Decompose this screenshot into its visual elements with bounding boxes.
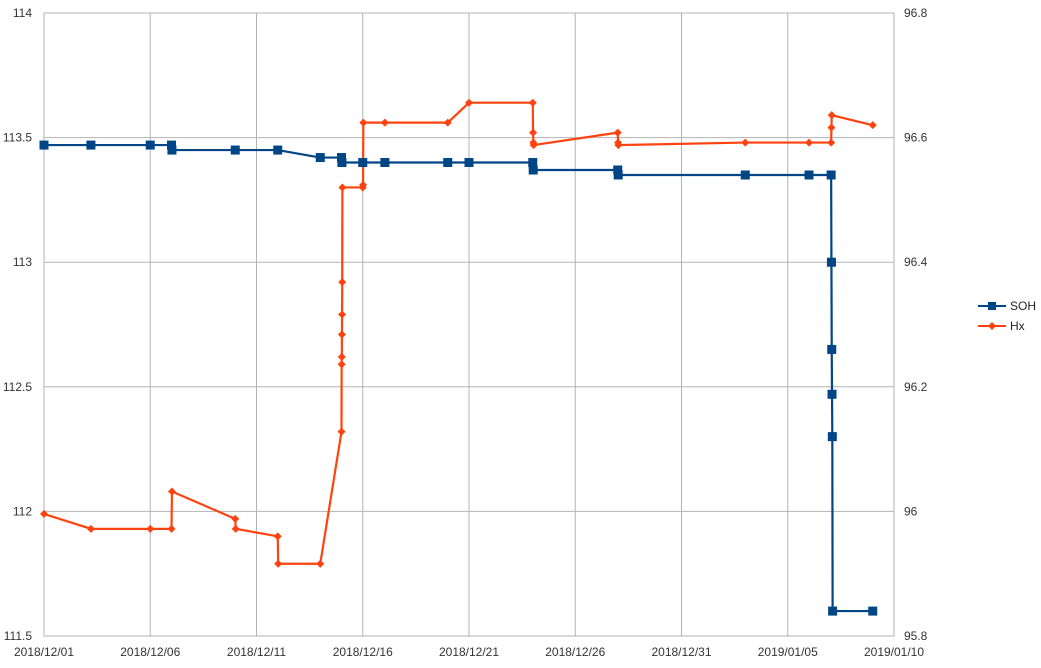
soh-point-5 (230, 145, 240, 155)
hx-point-6 (231, 524, 240, 533)
hx-point-13 (337, 330, 346, 339)
soh-point-8 (337, 153, 346, 163)
hx-point-10 (337, 427, 346, 436)
soh-point-25 (828, 606, 838, 616)
x-tick-label-1: 2018/12/06 (120, 645, 180, 659)
left-y-axis-tick-labels: 111.5 112 112.5 113 113.5 114 (3, 6, 32, 643)
left-y-tick-label-4: 113.5 (3, 131, 32, 145)
hx-point-5 (231, 514, 240, 523)
legend-label-soh: SOH (1010, 299, 1036, 313)
x-tick-label-3: 2018/12/16 (333, 645, 393, 659)
soh-point-16 (613, 165, 623, 175)
soh-point-4 (167, 145, 177, 155)
left-y-tick-label-0: 111.5 (4, 629, 33, 643)
soh-point-18 (740, 170, 750, 180)
soh-point-10 (358, 158, 368, 168)
right-y-axis-tick-labels: 95.8 96 96.2 96.4 96.6 96.8 (904, 6, 928, 643)
series-hx (40, 98, 877, 568)
hx-point-12 (337, 352, 346, 361)
soh-point-12 (443, 158, 453, 168)
soh-point-1 (86, 140, 96, 150)
series-soh (39, 140, 878, 616)
hx-point-7 (273, 532, 282, 541)
soh-point-0 (39, 140, 49, 150)
x-tick-label-0: 2018/12/01 (14, 645, 74, 659)
x-tick-label-6: 2018/12/31 (651, 645, 711, 659)
x-tick-label-2: 2018/12/11 (227, 645, 286, 659)
soh-point-14 (528, 158, 538, 168)
right-y-tick-label-0: 95.8 (904, 629, 928, 643)
hx-point-4 (167, 487, 176, 496)
hx-point-22 (465, 98, 473, 107)
soh-point-24 (827, 432, 837, 442)
soh-point-17 (613, 170, 623, 180)
hx-point-8 (274, 559, 283, 568)
x-tick-label-5: 2018/12/26 (545, 645, 605, 659)
soh-point-13 (464, 158, 474, 168)
hx-point-23 (528, 98, 537, 107)
legend-label-hx: Hx (1010, 319, 1025, 333)
hx-point-3 (167, 524, 176, 533)
right-y-tick-label-5: 96.8 (904, 6, 928, 20)
x-tick-label-8: 2019/01/10 (864, 645, 924, 659)
left-y-tick-label-1: 112 (13, 504, 32, 518)
x-tick-label-7: 2019/01/05 (758, 645, 818, 659)
hx-point-21 (443, 118, 452, 127)
soh-point-11 (380, 158, 390, 168)
legend: SOH Hx (978, 299, 1036, 333)
soh-point-3 (167, 140, 176, 150)
soh-point-9 (337, 158, 347, 168)
legend-swatch-marker-hx (988, 322, 996, 330)
right-y-tick-label-3: 96.4 (904, 255, 928, 269)
left-y-tick-label-5: 114 (13, 6, 32, 20)
hx-point-20 (380, 118, 389, 127)
series-layer (39, 98, 878, 616)
legend-item-soh: SOH (978, 299, 1036, 313)
hx-point-34 (827, 111, 836, 120)
hx-point-15 (338, 278, 347, 287)
hx-point-35 (868, 121, 877, 130)
hx-point-33 (827, 123, 836, 132)
hx-point-19 (359, 118, 368, 127)
right-y-tick-label-2: 96.2 (904, 380, 928, 394)
soh-point-15 (528, 165, 538, 175)
left-y-tick-label-2: 112.5 (3, 380, 32, 394)
gridlines (43, 12, 895, 637)
soh-point-7 (315, 153, 325, 163)
hx-point-11 (337, 360, 346, 369)
hx-point-31 (805, 138, 813, 147)
hx-point-26 (529, 141, 538, 150)
hx-point-1 (86, 524, 95, 533)
hx-point-30 (741, 138, 750, 147)
hx-point-18 (359, 180, 368, 189)
hx-point-2 (146, 524, 155, 533)
right-y-tick-label-4: 96.6 (904, 131, 928, 145)
legend-item-hx: Hx (978, 319, 1025, 333)
hx-point-24 (529, 128, 538, 137)
x-tick-label-4: 2018/12/21 (439, 645, 499, 659)
soh-point-19 (804, 170, 814, 180)
hx-point-9 (316, 559, 325, 568)
legend-swatch-marker-soh (988, 302, 996, 310)
soh-point-26 (868, 606, 878, 616)
hx-point-32 (827, 138, 836, 147)
left-y-tick-label-3: 113 (13, 255, 32, 269)
soh-point-23 (827, 389, 837, 399)
hx-point-29 (614, 141, 623, 150)
hx-point-16 (338, 183, 347, 192)
right-y-tick-label-1: 96 (904, 504, 918, 518)
x-axis-tick-labels: 2018/12/01 2018/12/06 2018/12/11 2018/12/16… (14, 645, 924, 659)
soh-point-21 (826, 257, 836, 267)
hx-point-0 (40, 509, 48, 518)
hx-point-14 (338, 310, 347, 319)
hx-point-27 (613, 128, 622, 137)
plot-area-frame (43, 12, 895, 637)
soh-point-6 (273, 145, 283, 155)
soh-point-2 (145, 140, 155, 150)
soh-point-22 (827, 344, 837, 354)
soh-point-20 (826, 170, 836, 180)
